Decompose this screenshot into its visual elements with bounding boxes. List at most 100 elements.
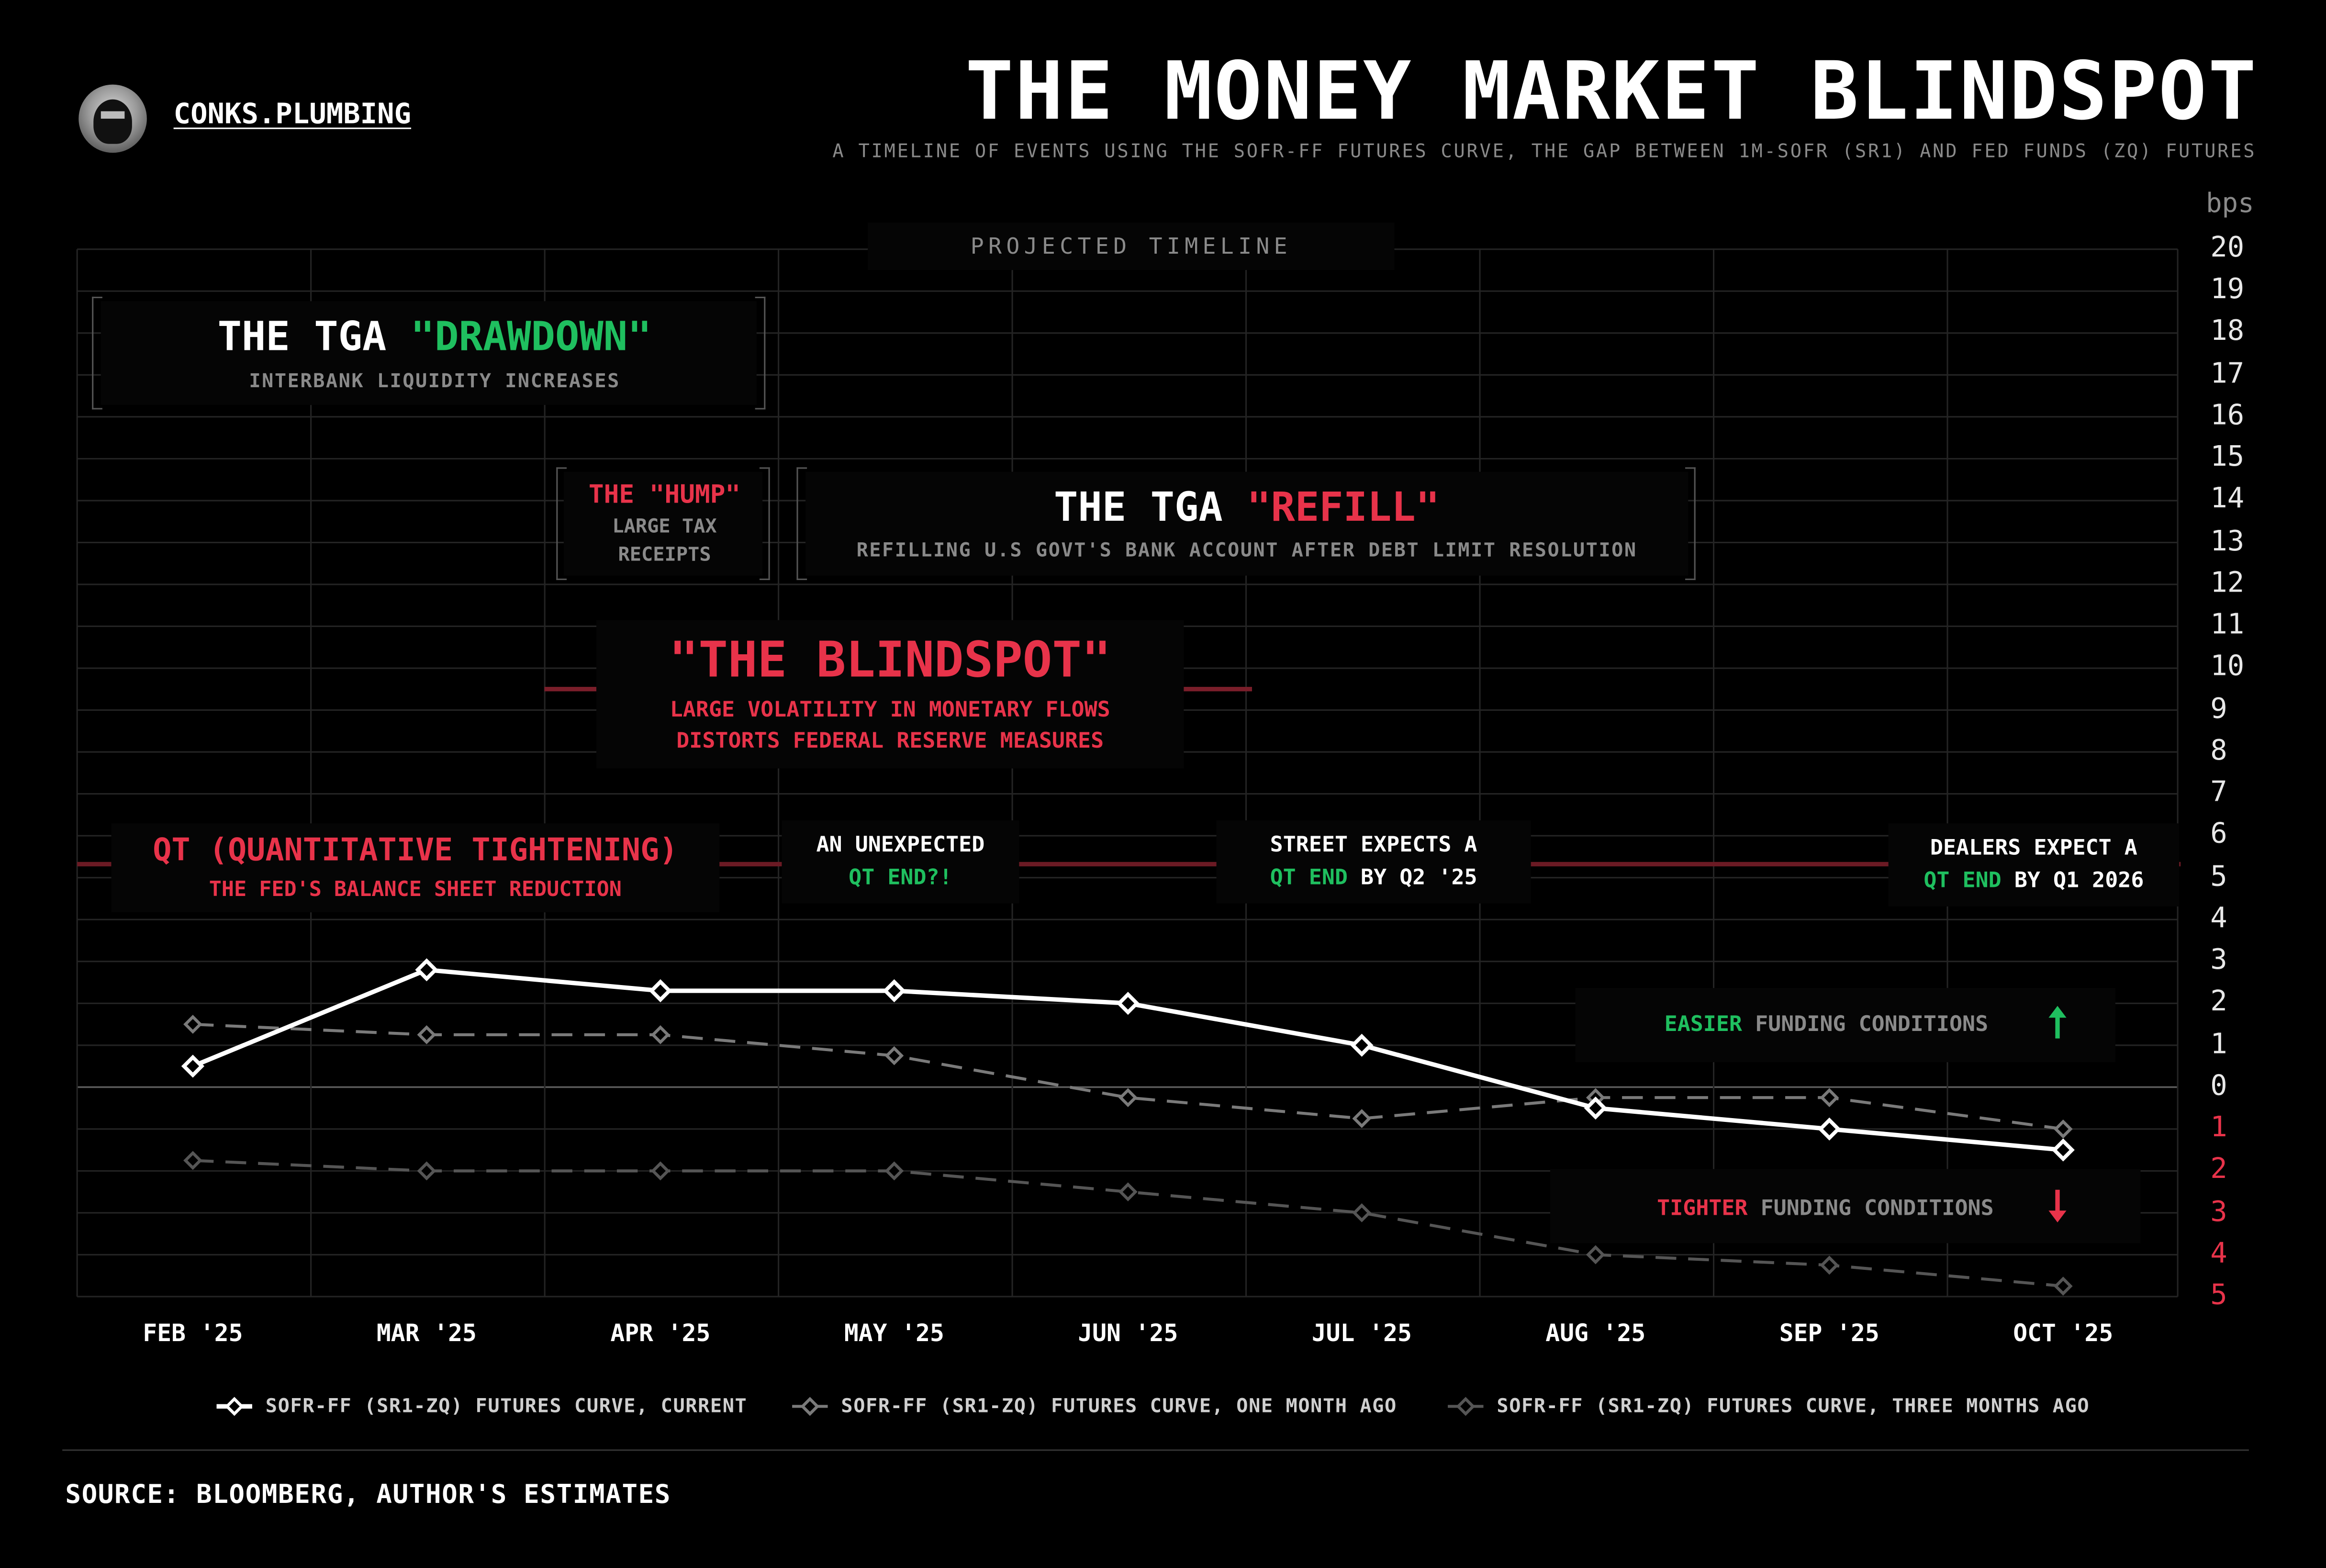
bracket-left bbox=[556, 467, 567, 580]
data-point bbox=[1820, 1255, 1839, 1275]
blindspot-box bbox=[596, 620, 1184, 769]
y-tick-label: 8 bbox=[2210, 734, 2227, 767]
tighter-text: FUNDING CONDITIONS bbox=[1747, 1197, 1994, 1221]
bracket-right bbox=[755, 296, 766, 410]
data-point bbox=[417, 1025, 436, 1044]
tga-refill-box bbox=[805, 471, 1689, 576]
drawdown-title-b: "DRAWDOWN" bbox=[410, 314, 652, 361]
y-tick-label: 6 bbox=[2210, 818, 2227, 851]
y-tick-label: 2 bbox=[2210, 986, 2227, 1019]
page-title: THE MONEY MARKET BLINDSPOT bbox=[965, 44, 2258, 138]
data-point bbox=[183, 1015, 202, 1034]
projected-timeline-text: PROJECTED TIMELINE bbox=[970, 233, 1292, 260]
hump-sub-2: RECEIPTS bbox=[618, 544, 711, 567]
tighter-box bbox=[1550, 1169, 2141, 1243]
data-point bbox=[415, 958, 438, 982]
x-tick-label: FEB '25 bbox=[143, 1319, 243, 1347]
blindspot-sub-2: DISTORTS FEDERAL RESERVE MEASURES bbox=[676, 729, 1104, 754]
blindspot-title: "THE BLINDSPOT" bbox=[669, 630, 1111, 689]
tighter-label: TIGHTER FUNDING CONDITIONS bbox=[1657, 1197, 1994, 1221]
easier-word: EASIER bbox=[1664, 1013, 1743, 1037]
tga-drawdown-title: THE TGA "DRAWDOWN" bbox=[101, 314, 769, 360]
y-tick-label: 11 bbox=[2210, 608, 2245, 641]
data-point bbox=[417, 1161, 436, 1181]
data-point bbox=[2053, 1277, 2073, 1296]
tga-refill-sub: REFILLING U.S GOVT'S BANK ACCOUNT AFTER … bbox=[856, 540, 1637, 562]
data-point bbox=[651, 1161, 670, 1181]
data-point bbox=[181, 1054, 205, 1078]
street-line-2: QT END BY Q2 '25 bbox=[1217, 866, 1531, 890]
dealers-line-1: DEALERS EXPECT A bbox=[1930, 837, 2137, 861]
legend-swatch bbox=[1448, 1397, 1484, 1416]
y-tick-label: 19 bbox=[2210, 273, 2245, 306]
x-tick-label: APR '25 bbox=[610, 1319, 711, 1347]
hump-sub-1: LARGE TAX bbox=[612, 516, 717, 539]
data-point bbox=[883, 979, 906, 1003]
bracket-left bbox=[796, 467, 807, 580]
data-point bbox=[183, 1151, 202, 1170]
y-tick-label: 5 bbox=[2210, 860, 2227, 893]
dealers-qt-end: QT END bbox=[1923, 869, 2002, 893]
legend-label: SOFR-FF (SR1-ZQ) FUTURES CURVE, ONE MONT… bbox=[841, 1395, 1397, 1418]
bracket-right bbox=[1685, 467, 1696, 580]
data-point bbox=[2051, 1138, 2075, 1162]
y-tick-label: 14 bbox=[2210, 482, 2245, 515]
grid bbox=[76, 248, 2179, 1298]
dealers-line-2: QT END BY Q1 2026 bbox=[1889, 869, 2180, 893]
y-tick-label: 13 bbox=[2210, 525, 2245, 558]
street-box bbox=[1216, 820, 1531, 904]
y-tick-label: 16 bbox=[2210, 399, 2245, 432]
x-tick-label: JUL '25 bbox=[1311, 1319, 1412, 1347]
data-point bbox=[1584, 1097, 1607, 1120]
data-point bbox=[1352, 1109, 1372, 1128]
data-point bbox=[651, 1025, 670, 1044]
data-point bbox=[1820, 1088, 1839, 1108]
legend-label: SOFR-FF (SR1-ZQ) FUTURES CURVE, CURRENT bbox=[265, 1395, 748, 1418]
tighter-word: TIGHTER bbox=[1657, 1197, 1748, 1221]
legend-label: SOFR-FF (SR1-ZQ) FUTURES CURVE, THREE MO… bbox=[1497, 1395, 2090, 1418]
y-tick-label: 1 bbox=[2210, 1027, 2227, 1060]
x-tick-label: MAR '25 bbox=[376, 1319, 477, 1347]
unexpected-line-2: QT END?! bbox=[849, 866, 952, 890]
y-tick-label: 4 bbox=[2210, 1237, 2227, 1270]
x-tick-label: OCT '25 bbox=[2013, 1319, 2114, 1347]
y-tick-label: 12 bbox=[2210, 566, 2245, 599]
footer-divider bbox=[62, 1449, 2249, 1451]
street-line-1: STREET EXPECTS A bbox=[1270, 833, 1477, 858]
data-point bbox=[2053, 1119, 2073, 1139]
x-tick-label: SEP '25 bbox=[1779, 1319, 1879, 1347]
y-tick-label: 7 bbox=[2210, 776, 2227, 809]
dealers-date: BY Q1 2026 bbox=[2001, 869, 2144, 893]
qt-sub: THE FED'S BALANCE SHEET REDUCTION bbox=[209, 878, 622, 902]
brand-name[interactable]: CONKS.PLUMBING bbox=[173, 98, 412, 131]
refill-title-b: "REFILL" bbox=[1247, 485, 1440, 531]
street-date: BY Q2 '25 bbox=[1347, 866, 1477, 890]
legend-item: SOFR-FF (SR1-ZQ) FUTURES CURVE, CURRENT bbox=[215, 1395, 747, 1419]
y-tick-label: 17 bbox=[2210, 357, 2245, 390]
series-line-2 bbox=[192, 1159, 2064, 1288]
y-axis-unit: bps bbox=[2205, 188, 2254, 220]
hump-title: THE "HUMP" bbox=[588, 481, 741, 511]
data-point bbox=[649, 979, 672, 1003]
tga-drawdown-box bbox=[101, 301, 757, 405]
y-tick-label: 1 bbox=[2210, 1111, 2227, 1144]
x-tick-label: MAY '25 bbox=[844, 1319, 944, 1347]
blindspot-sub-1: LARGE VOLATILITY IN MONETARY FLOWS bbox=[670, 698, 1110, 723]
street-qt-end: QT END bbox=[1270, 866, 1348, 890]
arrow-up-icon bbox=[2048, 1006, 2067, 1039]
bracket-left bbox=[92, 296, 102, 410]
series-line-1 bbox=[192, 1022, 2064, 1131]
unexpected-box bbox=[782, 820, 1019, 904]
y-tick-label: 15 bbox=[2210, 441, 2245, 474]
y-tick-label: 18 bbox=[2210, 315, 2245, 348]
series-lines bbox=[181, 958, 2075, 1296]
qt-title: QT (QUANTITATIVE TIGHTENING) bbox=[153, 832, 678, 868]
easier-box bbox=[1575, 988, 2115, 1063]
dealers-box bbox=[1888, 823, 2180, 907]
refill-title-a: THE TGA bbox=[1054, 485, 1247, 531]
y-tick-label: 3 bbox=[2210, 943, 2227, 976]
legend-swatch bbox=[216, 1397, 252, 1416]
legend-item: SOFR-FF (SR1-ZQ) FUTURES CURVE, ONE MONT… bbox=[791, 1395, 1397, 1419]
x-tick-label: JUN '25 bbox=[1078, 1319, 1178, 1347]
